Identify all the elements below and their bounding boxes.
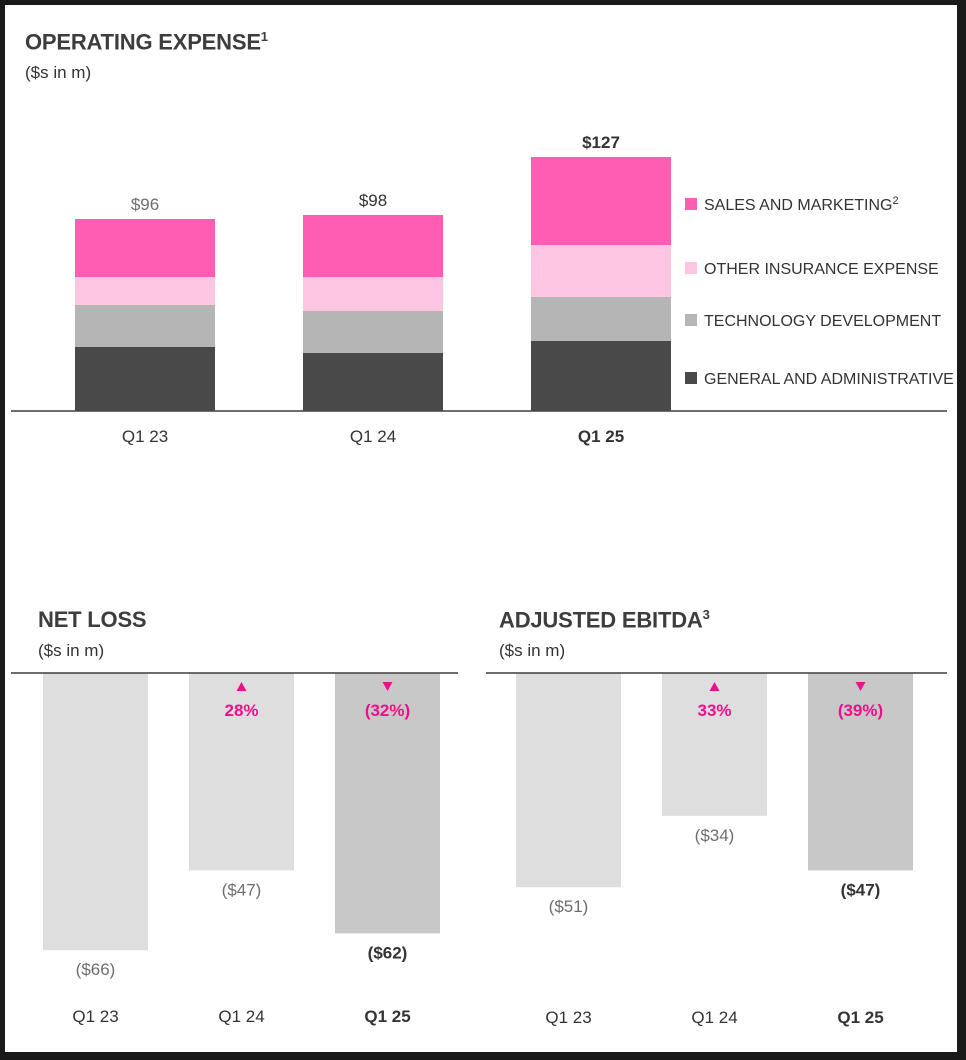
adjusted-ebitda-bar-q1-23 bbox=[516, 673, 621, 888]
arrow-down-icon bbox=[855, 682, 866, 691]
net-loss-change-label: 28% bbox=[224, 701, 258, 720]
opex-bar-segment-technology-development-q1-24 bbox=[303, 311, 443, 353]
ebitda-subtitle: ($s in m) bbox=[499, 641, 566, 660]
adjusted-ebitda-chart: ($51) Q1 23 ($34) Q1 24 ($47) Q1 25 33% (39%) bbox=[486, 672, 947, 1027]
net-loss-category-label: Q1 23 bbox=[72, 1007, 118, 1026]
net-loss-value-label: ($62) bbox=[368, 943, 408, 962]
net-loss-value-label: ($47) bbox=[222, 880, 262, 899]
legend-label: SALES AND MARKETING bbox=[704, 197, 893, 214]
net-loss-bar-q1-25 bbox=[335, 673, 440, 934]
net-loss-value-label: ($66) bbox=[76, 960, 116, 979]
legend-swatch bbox=[685, 314, 697, 326]
net-loss-category-label: Q1 24 bbox=[218, 1007, 264, 1026]
adjusted-ebitda-category-label: Q1 25 bbox=[837, 1008, 883, 1027]
opex-category-label: Q1 23 bbox=[122, 427, 168, 446]
adjusted-ebitda-value-label: ($47) bbox=[841, 880, 881, 899]
ebitda-title: ADJUSTED EBITDA3 bbox=[499, 607, 710, 633]
adjusted-ebitda-change-label: (39%) bbox=[838, 701, 883, 720]
opex-subtitle: ($s in m) bbox=[25, 63, 92, 82]
legend-footnote: 2 bbox=[893, 195, 899, 207]
legend-swatch bbox=[685, 262, 697, 274]
opex-bar-segment-general-and-administrative-q1-23 bbox=[75, 347, 215, 411]
opex-category-label: Q1 25 bbox=[578, 427, 624, 446]
legend-label: GENERAL AND ADMINISTRATIVE bbox=[704, 371, 954, 388]
net-loss-bar-q1-23 bbox=[43, 673, 148, 951]
opex-category-label: Q1 24 bbox=[350, 427, 396, 446]
legend-label: OTHER INSURANCE EXPENSE bbox=[704, 261, 939, 278]
adjusted-ebitda-bar-q1-24 bbox=[662, 673, 767, 816]
legend-label: TECHNOLOGY DEVELOPMENT bbox=[704, 313, 941, 330]
opex-bar-segment-general-and-administrative-q1-24 bbox=[303, 353, 443, 411]
arrow-up-icon bbox=[236, 682, 247, 691]
adjusted-ebitda-change-label: 33% bbox=[697, 701, 731, 720]
adjusted-ebitda-value-label: ($34) bbox=[695, 826, 735, 845]
net-loss-category-label: Q1 25 bbox=[364, 1007, 410, 1026]
opex-bar-segment-technology-development-q1-23 bbox=[75, 305, 215, 347]
report-figure: OPERATING EXPENSE1 ($s in m) NET LOSS ($… bbox=[5, 5, 957, 1052]
legend-entry: OTHER INSURANCE EXPENSE bbox=[704, 261, 939, 278]
adjusted-ebitda-value-label: ($51) bbox=[549, 897, 589, 916]
net-loss-chart: ($66) Q1 23 ($47) Q1 24 ($62) Q1 25 28% (32%) bbox=[11, 672, 458, 1026]
opex-bar-segment-sales-and-marketing-q1-23 bbox=[75, 219, 215, 277]
arrow-down-icon bbox=[382, 682, 393, 691]
legend-entry: GENERAL AND ADMINISTRATIVE bbox=[704, 371, 954, 388]
opex-bar-segment-technology-development-q1-25 bbox=[531, 297, 671, 341]
net-loss-subtitle: ($s in m) bbox=[38, 641, 105, 660]
net-loss-change-label: (32%) bbox=[365, 701, 410, 720]
arrow-up-icon bbox=[709, 682, 720, 691]
opex-bar-segment-general-and-administrative-q1-25 bbox=[531, 341, 671, 411]
legend-entry: SALES AND MARKETING2 bbox=[704, 195, 899, 214]
net-loss-bar-q1-24 bbox=[189, 673, 294, 871]
opex-bar-segment-sales-and-marketing-q1-25 bbox=[531, 157, 671, 245]
opex-total-label: $98 bbox=[359, 191, 387, 210]
opex-total-label: $127 bbox=[582, 133, 620, 152]
opex-bar-segment-sales-and-marketing-q1-24 bbox=[303, 215, 443, 277]
legend-swatch bbox=[685, 372, 697, 384]
opex-bar-segment-other-insurance-expense-q1-24 bbox=[303, 277, 443, 311]
opex-title: OPERATING EXPENSE1 bbox=[25, 29, 268, 55]
legend-entry: TECHNOLOGY DEVELOPMENT bbox=[704, 313, 941, 330]
legend-swatch bbox=[685, 198, 697, 210]
operating-expense-chart: $96 Q1 23 $98 Q1 24 $127 Q1 25 SALES AND MARKE… bbox=[11, 133, 954, 446]
opex-bar-segment-other-insurance-expense-q1-25 bbox=[531, 245, 671, 297]
opex-bar-segment-other-insurance-expense-q1-23 bbox=[75, 277, 215, 305]
adjusted-ebitda-bar-q1-25 bbox=[808, 673, 913, 871]
adjusted-ebitda-category-label: Q1 24 bbox=[691, 1008, 737, 1027]
opex-total-label: $96 bbox=[131, 195, 159, 214]
net-loss-title: NET LOSS bbox=[38, 607, 147, 632]
adjusted-ebitda-category-label: Q1 23 bbox=[545, 1008, 591, 1027]
